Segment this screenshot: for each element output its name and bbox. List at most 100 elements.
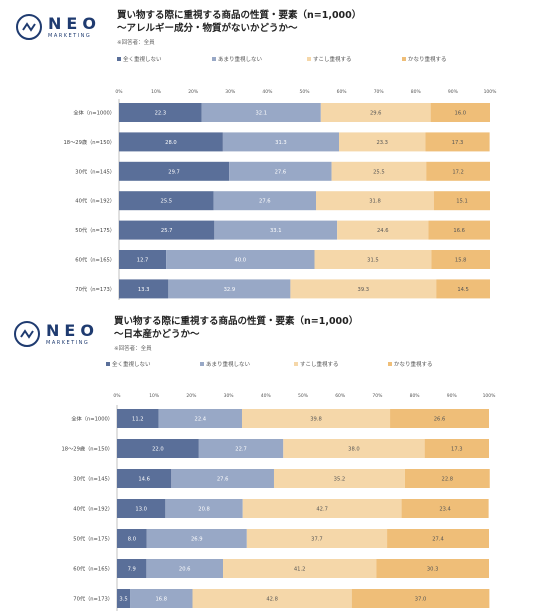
category-label: 18〜29歳（n=150） [62, 445, 114, 453]
data-label: 27.6 [217, 477, 229, 483]
data-label: 32.9 [224, 287, 236, 293]
data-label: 42.8 [266, 597, 278, 603]
data-label: 29.7 [168, 169, 180, 175]
bar-segment [192, 589, 352, 608]
brand-logo: NEO MARKETING [14, 321, 99, 347]
stacked-bar-chart-1: 0% 10% 20% 30% 40% 50% 60% 70% 80% 90% 100% 全体（n=10… [64, 89, 497, 300]
data-label: 20.8 [198, 507, 210, 513]
legend-label: すこし重視する [300, 362, 339, 368]
legend-swatch [294, 362, 298, 366]
category-label: 60代（n=165） [73, 565, 113, 573]
bar-segment [166, 250, 315, 269]
bar-segment [146, 529, 247, 548]
bar-segment [376, 559, 489, 578]
tick-label: 40% [262, 89, 273, 95]
data-label: 12.7 [137, 258, 149, 264]
bar-segment [242, 499, 402, 518]
tick-label: 50% [299, 89, 310, 95]
bar-segment [430, 103, 490, 122]
chart-title: 買い物する際に重視する商品の性質・要素（n=1,000） 〜アレルギー成分・物質… [117, 10, 362, 34]
data-label: 22.8 [442, 477, 454, 483]
bar-segment [404, 469, 490, 488]
chart-legend: 全く重視しない あまり重視しない すこし重視する かなり重視する [106, 360, 482, 368]
bar-segment [241, 409, 391, 428]
data-label: 28.0 [165, 140, 177, 146]
bar-segment [168, 279, 291, 299]
bar-segment [119, 191, 214, 211]
bar-segment [117, 409, 159, 428]
bar-segment [273, 469, 405, 488]
legend-label: 全く重視しない [112, 362, 151, 368]
bar-segment [337, 220, 429, 240]
bar-segment [119, 132, 223, 152]
bar-segment [213, 191, 317, 211]
category-label: 40代（n=192） [75, 197, 115, 205]
tick-label: 100% [483, 393, 497, 399]
bar-segment [117, 589, 131, 608]
category-label: 全体（n=1000） [73, 109, 115, 117]
category-label: 18〜29歳（n=150） [64, 138, 116, 146]
data-label: 32.1 [255, 111, 267, 117]
bar-segment [117, 439, 199, 458]
bar-segment [436, 279, 490, 299]
data-label: 27.6 [259, 199, 271, 205]
data-label: 37.0 [415, 597, 427, 603]
data-label: 40.0 [235, 258, 247, 264]
legend-swatch [388, 362, 392, 366]
tick-label: 80% [410, 393, 421, 399]
data-label: 26.6 [434, 417, 446, 423]
category-label: 50代（n=175） [73, 535, 113, 543]
data-label: 31.8 [369, 199, 381, 205]
data-label: 17.3 [451, 447, 463, 453]
category-label: 40代（n=192） [73, 505, 113, 513]
data-label: 22.7 [235, 447, 247, 453]
data-label: 13.3 [138, 287, 150, 293]
data-label: 41.2 [294, 567, 306, 573]
data-label: 35.2 [334, 477, 346, 483]
logo-mark-icon [16, 14, 42, 40]
data-label: 22.3 [155, 111, 167, 117]
chart-title: 買い物する際に重視する商品の性質・要素（n=1,000） 〜日本産かどうか〜 [114, 316, 359, 340]
brand-tagline: MARKETING [46, 339, 90, 346]
legend-swatch [117, 57, 121, 61]
bar-segment [119, 279, 169, 299]
bar-segment [119, 103, 202, 122]
bar-segment [171, 469, 274, 488]
category-label: 70代（n=173） [75, 285, 115, 293]
data-label: 8.0 [128, 537, 136, 543]
bar-segment [223, 559, 377, 578]
respondent-note: ※回答者：全員 [117, 40, 155, 46]
tick-label: 30% [224, 393, 235, 399]
bar-segment [117, 499, 166, 518]
bar-segment [290, 279, 437, 299]
data-label: 31.5 [367, 258, 379, 264]
brand-name: NEO [48, 13, 101, 33]
respondent-note: ※回答者：全員 [114, 346, 152, 352]
data-label: 17.2 [452, 169, 464, 175]
bar-segment [424, 439, 489, 458]
legend-swatch [307, 57, 311, 61]
legend-label: あまり重視しない [206, 362, 251, 368]
legend-label: かなり重視する [394, 362, 433, 368]
bar-segment [387, 529, 489, 548]
data-label: 16.8 [155, 597, 167, 603]
bar-segment [320, 103, 431, 122]
legend-label: 全く重視しない [123, 57, 162, 63]
data-label: 39.3 [358, 287, 370, 293]
bar-segment [351, 589, 490, 608]
brand-tagline: MARKETING [48, 32, 92, 39]
data-label: 22.0 [152, 447, 164, 453]
tick-label: 90% [448, 89, 459, 95]
bar-segment [119, 250, 167, 269]
data-label: 25.5 [373, 169, 385, 175]
tick-label: 70% [374, 89, 385, 95]
category-label: 30代（n=145） [73, 475, 113, 483]
bar-segment [222, 132, 340, 152]
data-label: 14.5 [457, 287, 469, 293]
legend-swatch [212, 57, 216, 61]
logo-mark-icon [14, 321, 40, 347]
data-label: 22.4 [195, 417, 207, 423]
category-label: 全体（n=1000） [71, 415, 113, 423]
category-label: 60代（n=165） [75, 256, 115, 264]
data-label: 26.9 [191, 537, 203, 543]
